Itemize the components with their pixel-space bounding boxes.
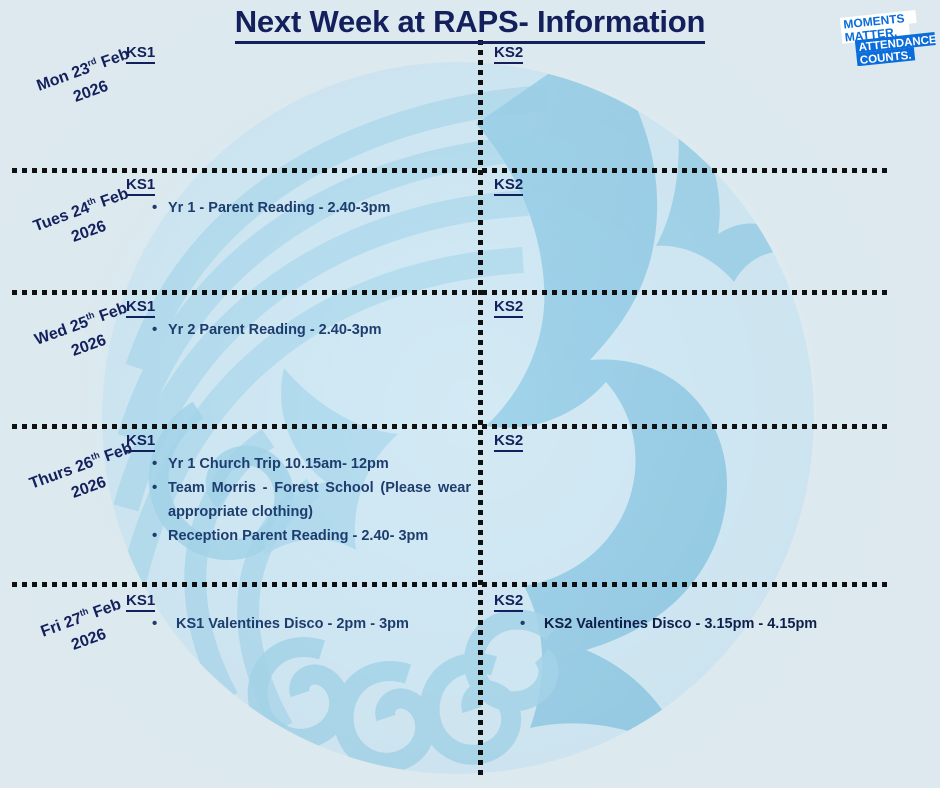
day-label-weekday: Tues [31, 206, 71, 236]
cell-wednesday-ks1: KS1 Yr 2 Parent Reading - 2.40-3pm [126, 298, 471, 343]
day-label-weekday: Thurs [27, 461, 75, 493]
ks2-event-list: KS2 Valentines Disco - 3.15pm - 4.15pm [494, 612, 890, 637]
ks2-heading: KS2 [494, 592, 890, 612]
day-divider [12, 424, 890, 429]
page-title-text: Next Week at RAPS- Information [234, 4, 705, 44]
day-label-month: Feb [96, 299, 130, 326]
list-item: Yr 1 - Parent Reading - 2.40-3pm [152, 196, 471, 221]
ks1-heading: KS1 [126, 298, 471, 318]
cell-monday-ks2: KS2 [494, 44, 890, 64]
cell-friday-ks1: KS1 KS1 Valentines Disco - 2pm - 3pm [126, 592, 471, 637]
ks1-heading: KS1 [126, 432, 471, 452]
ks2-heading-text: KS2 [494, 432, 524, 452]
list-item: Reception Parent Reading - 2.40- 3pm [152, 524, 471, 549]
ks2-heading: KS2 [494, 298, 890, 318]
day-label-year: 2026 [69, 473, 109, 503]
day-label-weekday: Wed [32, 321, 70, 349]
cell-tuesday-ks2: KS2 [494, 176, 890, 196]
ks1-heading-text: KS1 [126, 44, 156, 64]
day-row-thursday: Thurs 26th Feb 2026 KS1 Yr 1 Church Trip… [0, 432, 940, 578]
ks2-heading-text: KS2 [494, 44, 524, 64]
ks1-heading: KS1 [126, 176, 471, 196]
ks2-heading-text: KS2 [494, 592, 524, 612]
ks1-event-list: Yr 1 Church Trip 10.15am- 12pm Team Morr… [126, 452, 471, 549]
attendance-campaign-logo: MOMENTS MATTER, ATTENDANCE COUNTS. [840, 8, 936, 66]
ks1-heading: KS1 [126, 592, 471, 612]
day-label-year: 2026 [69, 331, 109, 361]
day-label-ordinal: rd [85, 55, 98, 69]
ks1-event-list: Yr 1 - Parent Reading - 2.40-3pm [126, 196, 471, 221]
ks1-heading-text: KS1 [126, 592, 156, 612]
ks1-heading-text: KS1 [126, 298, 156, 318]
day-row-monday: Mon 23rd Feb 2026 KS1 KS2 [0, 44, 940, 164]
day-label-weekday: Fri [38, 617, 64, 641]
day-label-weekday: Mon [34, 67, 72, 95]
list-item: KS2 Valentines Disco - 3.15pm - 4.15pm [520, 612, 890, 637]
ks1-heading-text: KS1 [126, 176, 156, 196]
ks2-heading: KS2 [494, 176, 890, 196]
cell-thursday-ks1: KS1 Yr 1 Church Trip 10.15am- 12pm Team … [126, 432, 471, 550]
day-row-friday: Fri 27th Feb 2026 KS1 KS1 Valentines Dis… [0, 592, 940, 712]
cell-wednesday-ks2: KS2 [494, 298, 890, 318]
list-item: KS1 Valentines Disco - 2pm - 3pm [152, 612, 471, 637]
cell-monday-ks1: KS1 [126, 44, 471, 64]
list-item: Team Morris - Forest School (Please wear… [152, 476, 471, 524]
cell-thursday-ks2: KS2 [494, 432, 890, 452]
ks2-heading-text: KS2 [494, 298, 524, 318]
day-label-month: Feb [90, 595, 124, 622]
day-label-ordinal: th [84, 309, 96, 322]
list-item: Yr 1 Church Trip 10.15am- 12pm [152, 452, 471, 477]
ks2-heading: KS2 [494, 44, 890, 64]
cell-friday-ks2: KS2 KS2 Valentines Disco - 3.15pm - 4.15… [494, 592, 890, 637]
day-row-tuesday: Tues 24th Feb 2026 KS1 Yr 1 - Parent Rea… [0, 176, 940, 288]
ks1-heading: KS1 [126, 44, 471, 64]
ks1-heading-text: KS1 [126, 432, 156, 452]
cell-tuesday-ks1: KS1 Yr 1 - Parent Reading - 2.40-3pm [126, 176, 471, 221]
day-label-year: 2026 [69, 217, 109, 247]
ks1-event-list: KS1 Valentines Disco - 2pm - 3pm [126, 612, 471, 637]
ks1-event-list: Yr 2 Parent Reading - 2.40-3pm [126, 318, 471, 343]
ks2-heading-text: KS2 [494, 176, 524, 196]
day-label-year: 2026 [69, 625, 109, 655]
list-item: Yr 2 Parent Reading - 2.40-3pm [152, 318, 471, 343]
day-row-wednesday: Wed 25th Feb 2026 KS1 Yr 2 Parent Readin… [0, 298, 940, 420]
page-title: Next Week at RAPS- Information [0, 4, 940, 44]
ks2-heading: KS2 [494, 432, 890, 452]
day-divider [12, 168, 890, 173]
day-label-year: 2026 [71, 77, 111, 107]
